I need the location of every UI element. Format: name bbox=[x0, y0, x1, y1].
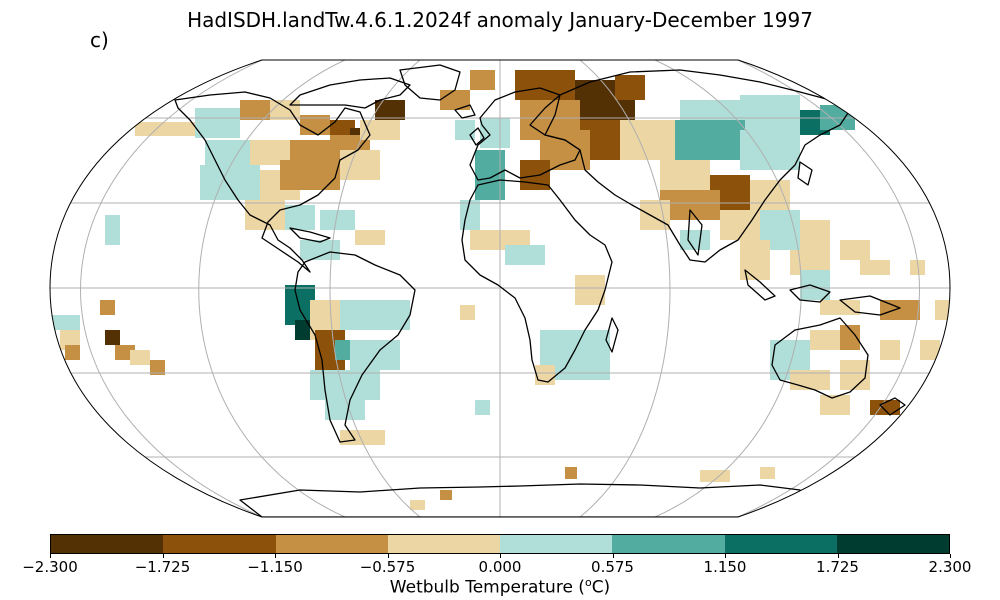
anomaly-cell bbox=[880, 340, 900, 360]
anomaly-cell bbox=[740, 95, 800, 135]
colorbar-segment bbox=[836, 535, 949, 553]
colorbar-tick-label: 1.725 bbox=[816, 558, 859, 576]
anomaly-cell bbox=[800, 270, 830, 300]
anomaly-cell bbox=[475, 400, 490, 415]
anomaly-cell bbox=[65, 345, 80, 360]
anomaly-cell bbox=[325, 400, 365, 420]
anomaly-cell bbox=[880, 300, 920, 320]
anomaly-cell bbox=[440, 490, 452, 500]
colorbar-segment bbox=[387, 535, 500, 553]
colorbar-tick-mark bbox=[837, 554, 839, 558]
anomaly-cell bbox=[280, 160, 340, 190]
colorbar-tick-mark bbox=[275, 554, 276, 558]
colorbar-tick-label: 0.000 bbox=[478, 558, 522, 576]
anomaly-cell bbox=[760, 467, 775, 479]
colorbar-tick-mark bbox=[612, 554, 614, 558]
anomaly-cell bbox=[575, 275, 605, 305]
anomaly-cell bbox=[240, 100, 270, 120]
anomaly-cell bbox=[270, 100, 300, 120]
coastlines bbox=[174, 64, 906, 517]
colorbar-segment bbox=[612, 535, 725, 553]
colorbar-segment bbox=[724, 535, 837, 553]
anomaly-cell bbox=[375, 100, 405, 120]
anomaly-cell bbox=[860, 260, 890, 275]
map-title: HadISDH.landTw.4.6.1.2024f anomaly Janua… bbox=[187, 8, 813, 32]
anomaly-cell bbox=[520, 160, 550, 190]
anomaly-cell bbox=[660, 160, 710, 190]
anomaly-cell bbox=[320, 210, 355, 230]
anomaly-cell bbox=[935, 300, 950, 320]
colorbar-tick-mark bbox=[50, 554, 51, 558]
anomaly-cell bbox=[470, 70, 495, 90]
colorbar-tick-label: 2.300 bbox=[928, 558, 972, 576]
anomaly-cell bbox=[910, 260, 925, 275]
anomaly-cell bbox=[100, 300, 115, 315]
anomaly-cell bbox=[640, 200, 670, 230]
anomaly-cell bbox=[615, 75, 645, 100]
anomaly-cell bbox=[740, 130, 800, 170]
colorbar-tick-mark bbox=[162, 554, 164, 558]
anomaly-cell bbox=[50, 315, 80, 330]
anomaly-cell bbox=[505, 245, 545, 265]
globe-outline bbox=[49, 59, 951, 518]
anomaly-cell bbox=[740, 240, 770, 280]
anomaly-cell bbox=[820, 300, 860, 315]
anomaly-cell bbox=[300, 115, 330, 135]
anomaly-cell bbox=[195, 108, 240, 138]
anomaly-cell bbox=[330, 120, 355, 135]
anomaly-cell bbox=[300, 240, 340, 260]
anomaly-cell bbox=[565, 467, 577, 479]
colorbar-tick-mark bbox=[725, 554, 726, 558]
anomaly-cell bbox=[340, 150, 380, 180]
anomaly-cell bbox=[105, 330, 120, 345]
colorbar-tick-mark bbox=[950, 554, 951, 558]
colorbar-tick-label: −0.575 bbox=[359, 558, 416, 576]
colorbar-tick-label: 0.575 bbox=[591, 558, 634, 576]
anomaly-cell bbox=[455, 120, 475, 140]
colorbar-segment bbox=[51, 535, 164, 553]
anomaly-cell bbox=[840, 325, 860, 350]
anomaly-cell bbox=[920, 340, 940, 360]
anomaly-cell bbox=[245, 200, 285, 230]
anomaly-cell bbox=[105, 215, 120, 245]
colorbar-tick-label: 1.150 bbox=[703, 558, 747, 576]
anomaly-cell bbox=[340, 300, 410, 330]
anomaly-cell bbox=[355, 230, 385, 245]
colorbar-tick-mark bbox=[500, 554, 501, 558]
anomaly-cell bbox=[460, 200, 480, 230]
anomaly-cell bbox=[350, 340, 400, 370]
graticule bbox=[50, 60, 950, 517]
panel-label: c) bbox=[90, 28, 109, 52]
colorbar bbox=[50, 534, 950, 554]
anomaly-cell bbox=[150, 360, 165, 375]
anomaly-cell bbox=[135, 122, 195, 136]
colorbar-tick-mark bbox=[387, 554, 389, 558]
colorbar-tick-label: −2.300 bbox=[22, 558, 78, 576]
colorbar-label: Wetbulb Temperature (oC) bbox=[389, 576, 611, 598]
anomaly-cell bbox=[800, 220, 830, 250]
colorbar-segment bbox=[163, 535, 276, 553]
anomaly-cell bbox=[810, 330, 840, 350]
anomaly-cell bbox=[285, 205, 315, 230]
anomaly-cell bbox=[840, 240, 870, 260]
anomaly-cell bbox=[480, 118, 510, 148]
colorbar-segment bbox=[275, 535, 388, 553]
anomaly-cell bbox=[680, 230, 710, 250]
anomaly-cell bbox=[410, 500, 425, 510]
anomaly-map bbox=[49, 59, 951, 518]
colorbar-segment bbox=[500, 535, 613, 553]
anomaly-cell bbox=[820, 395, 850, 415]
colorbar-tick-label: −1.150 bbox=[247, 558, 303, 576]
anomaly-cell bbox=[515, 70, 575, 100]
anomaly-cell bbox=[200, 165, 260, 200]
anomaly-cell bbox=[620, 120, 680, 160]
anomaly-cell bbox=[460, 305, 475, 320]
colorbar-tick-label: −1.725 bbox=[134, 558, 191, 576]
anomaly-cell bbox=[675, 120, 745, 160]
anomaly-cell bbox=[130, 350, 150, 365]
